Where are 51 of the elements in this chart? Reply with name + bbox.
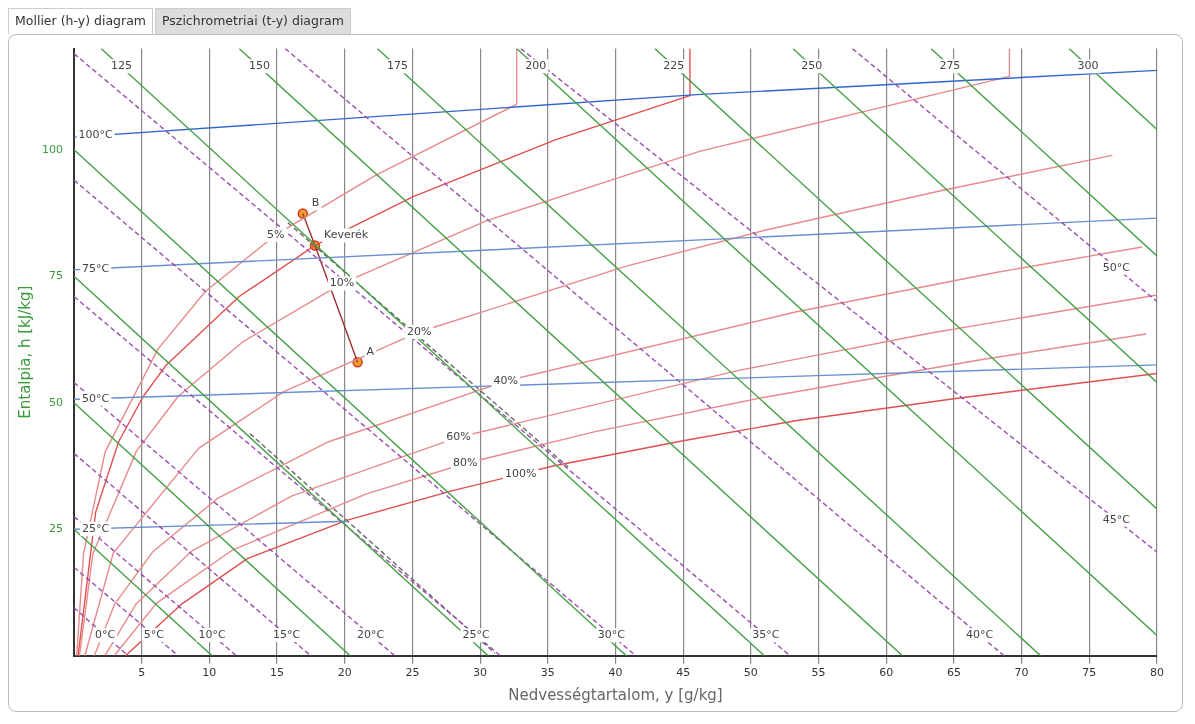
x-tick-label: 50 bbox=[743, 666, 758, 680]
annotation: 40°C bbox=[966, 628, 994, 642]
annotation: 10°C bbox=[198, 627, 226, 641]
annotation: 300 bbox=[1077, 59, 1099, 73]
annotation: 15°C bbox=[272, 627, 301, 641]
annotation: Keverék bbox=[323, 228, 369, 242]
annotation: 5°C bbox=[143, 627, 165, 641]
annotation: 20°C bbox=[356, 627, 385, 641]
y-tick-label: 25 bbox=[49, 522, 63, 536]
annotation: 25°C bbox=[82, 521, 110, 535]
x-axis-title: Nedvességtartalom, y [g/kg] bbox=[508, 685, 723, 704]
x-tick-label: 60 bbox=[879, 666, 894, 680]
x-tick-label: 75 bbox=[1082, 666, 1097, 680]
annotation: 50°C bbox=[82, 391, 110, 405]
annotation: 25°C bbox=[462, 628, 490, 642]
annotation: B bbox=[311, 196, 320, 210]
annotation: 100°C bbox=[78, 128, 114, 142]
x-tick-label: 80 bbox=[1150, 666, 1164, 680]
annotation: 30°C bbox=[597, 628, 626, 642]
chart-title: Mollier (h-y) diagram bbox=[8, 8, 153, 34]
annotation: 175 bbox=[387, 59, 409, 73]
annotation: 250 bbox=[801, 59, 823, 73]
annotation: 0°C bbox=[95, 628, 116, 642]
annotation: A bbox=[366, 345, 375, 359]
y-tick-label: 75 bbox=[49, 269, 63, 283]
annotation: 100% bbox=[505, 467, 537, 481]
annotation: 200 bbox=[525, 59, 547, 73]
y-tick-label: 50 bbox=[49, 395, 63, 409]
annotation: 150 bbox=[248, 59, 270, 73]
x-tick-label: 30 bbox=[473, 666, 488, 680]
x-tick-label: 20 bbox=[337, 666, 352, 680]
x-tick-label: 25 bbox=[405, 666, 420, 680]
annotation: 45°C bbox=[1102, 512, 1131, 526]
x-tick-label: 35 bbox=[540, 666, 555, 680]
x-tick-label: 65 bbox=[946, 666, 961, 680]
y-axis-title: Entalpia, h [kJ/kg] bbox=[15, 285, 34, 419]
annotation: 35°C bbox=[752, 628, 780, 642]
y-tick-label: 100 bbox=[42, 142, 63, 156]
annotation: 225 bbox=[663, 59, 685, 73]
x-tick-label: 10 bbox=[202, 666, 217, 680]
x-tick-label: 40 bbox=[608, 666, 623, 680]
x-tick-label: 45 bbox=[676, 666, 691, 680]
annotation: 275 bbox=[939, 59, 961, 73]
annotation: 50°C bbox=[1102, 260, 1131, 274]
x-tick-label: 15 bbox=[270, 666, 285, 680]
annotation: 125 bbox=[110, 59, 132, 73]
annotation: 75°C bbox=[82, 261, 110, 275]
x-tick-label: 5 bbox=[138, 666, 146, 680]
x-tick-label: 70 bbox=[1014, 666, 1029, 680]
x-tick-label: 55 bbox=[811, 666, 826, 680]
text: Pszichrometriai (t-y) diagram bbox=[154, 8, 351, 34]
